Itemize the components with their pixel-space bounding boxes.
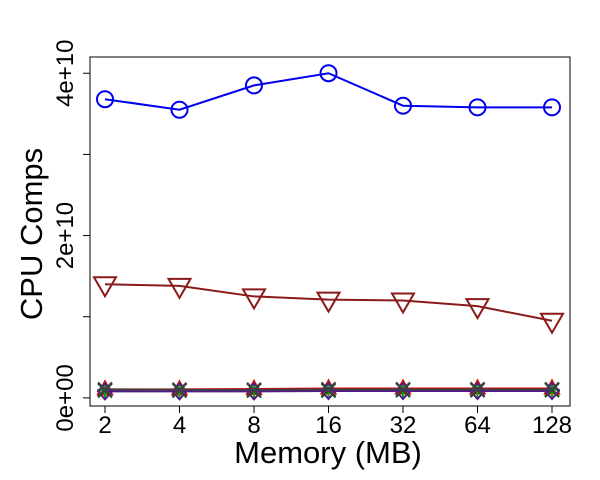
x-tick-label: 2 bbox=[98, 412, 111, 439]
data-point bbox=[468, 98, 487, 117]
series-line bbox=[104, 283, 553, 322]
data-point bbox=[464, 298, 491, 321]
y-axis: 0e+00 2e+10 4e+10 bbox=[52, 40, 90, 432]
series bbox=[96, 381, 561, 401]
data-point bbox=[395, 381, 411, 398]
y-tick-label: 2e+10 bbox=[52, 202, 79, 269]
data-point bbox=[469, 381, 486, 398]
data-point bbox=[390, 292, 416, 315]
data-point bbox=[171, 382, 188, 398]
data-point bbox=[97, 381, 113, 398]
x-tick-label: 32 bbox=[390, 412, 417, 439]
data-point bbox=[394, 96, 412, 115]
x-axis-title: Memory (MB) bbox=[234, 435, 422, 470]
series bbox=[97, 381, 560, 398]
y-tick-label: 0e+00 bbox=[52, 364, 79, 431]
data-point bbox=[320, 381, 337, 398]
data-point bbox=[315, 291, 342, 314]
data-point bbox=[92, 276, 118, 299]
x-tick-label: 8 bbox=[247, 412, 260, 439]
data-point bbox=[543, 98, 561, 117]
series bbox=[96, 64, 561, 119]
data-point bbox=[171, 381, 188, 401]
y-axis-title: CPU Comps bbox=[14, 148, 49, 320]
series bbox=[92, 276, 565, 335]
x-tick-label: 16 bbox=[315, 412, 342, 439]
plot-frame bbox=[89, 56, 571, 407]
data-point bbox=[170, 100, 189, 119]
data-point bbox=[394, 381, 412, 401]
data-point bbox=[469, 381, 486, 401]
y-tick-label: 4e+10 bbox=[52, 40, 79, 107]
data-point bbox=[245, 76, 263, 95]
data-point bbox=[539, 312, 565, 335]
x-tick-label: 64 bbox=[464, 412, 491, 439]
data-point bbox=[246, 382, 262, 398]
series-line bbox=[104, 72, 552, 111]
series-layer bbox=[92, 64, 565, 401]
data-point bbox=[96, 90, 114, 109]
data-point bbox=[166, 277, 193, 300]
data-point bbox=[245, 381, 263, 401]
data-point bbox=[320, 381, 337, 401]
data-point bbox=[241, 288, 267, 311]
x-tick-label: 128 bbox=[532, 412, 572, 439]
data-point bbox=[544, 381, 560, 398]
data-point bbox=[319, 64, 338, 83]
x-tick-label: 4 bbox=[173, 412, 186, 439]
x-axis: 2 4 8 16 32 64 128 bbox=[98, 406, 572, 439]
data-point bbox=[543, 381, 561, 401]
